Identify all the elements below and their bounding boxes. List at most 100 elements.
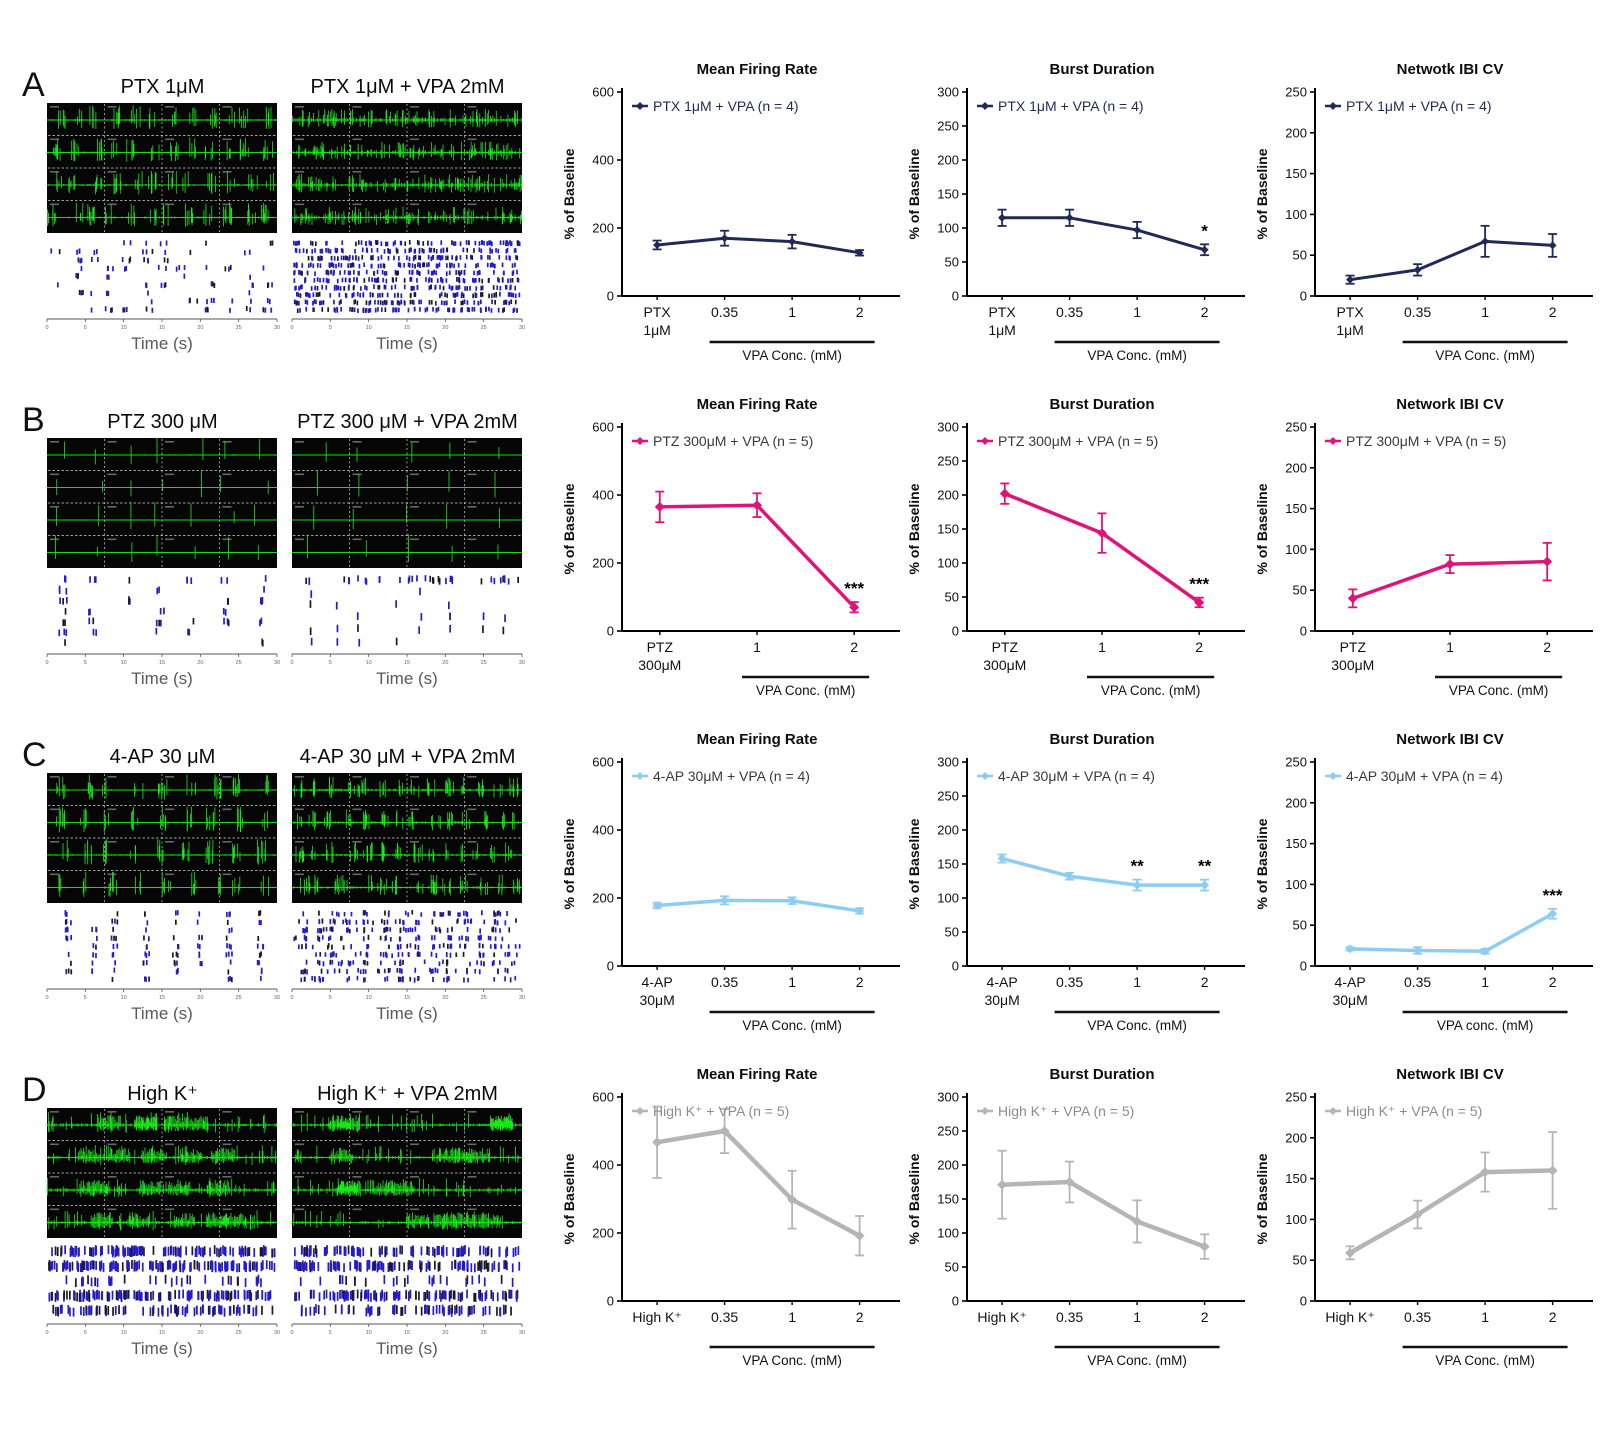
mea-trace-raster-plot: 0 5 10 15 20 25 30 Time (s) — [290, 103, 525, 355]
mea-panel-highk: High K⁺ 0 5 10 15 20 25 30 Time (s) — [45, 1081, 280, 1360]
time-tick-label: 15 — [159, 325, 165, 331]
time-tick-label: 10 — [366, 1330, 372, 1336]
spike-trace — [46, 470, 277, 498]
spike-trace — [46, 1210, 277, 1231]
x-axis-label: VPA conc. (mM) — [1437, 1018, 1534, 1033]
mea-trace-raster-plot: 0 5 10 15 20 25 30 Time (s) — [290, 773, 525, 1025]
y-axis-label: % of Baseline — [906, 1153, 922, 1244]
spike-trace — [291, 1113, 522, 1133]
spike-trace — [46, 137, 277, 162]
y-tick-label: 50 — [1293, 248, 1307, 263]
mea-trace-raster-plot: 0 5 10 15 20 25 30 Time (s) — [290, 1108, 525, 1360]
spike-trace — [291, 1145, 522, 1165]
mea-trace-raster-svg: 0 5 10 15 20 25 30 Time (s) — [45, 773, 280, 1023]
legend-marker — [636, 772, 644, 780]
data-point-marker — [1132, 880, 1142, 890]
legend-marker — [981, 772, 989, 780]
y-tick-label: 300 — [937, 85, 959, 100]
time-tick-label: 15 — [159, 1330, 165, 1336]
spike-trace — [291, 1210, 522, 1230]
legend-label: High K⁺ + VPA (n = 5) — [653, 1103, 789, 1119]
legend-label: PTZ 300μM + VPA (n = 5) — [1346, 433, 1506, 449]
y-tick-label: 50 — [1293, 918, 1307, 933]
y-tick-label: 600 — [592, 1090, 614, 1105]
time-tick-label: 0 — [290, 325, 293, 331]
mea-trace-raster-svg: 0 5 10 15 20 25 30 Time (s) — [45, 438, 280, 688]
time-tick-label: 15 — [159, 660, 165, 666]
data-point-marker — [1133, 226, 1142, 235]
chart-title: Mean Firing Rate — [697, 396, 818, 413]
chart-network-ibi-cv: Network IBI CV % of Baseline 0 50 100 150 200 2… — [1253, 728, 1598, 1046]
time-tick-label: 30 — [519, 1330, 525, 1336]
x-tick-label: High K⁺ — [632, 1309, 681, 1325]
x-tick-label: 1μM — [1336, 322, 1364, 338]
data-point-marker — [854, 1230, 865, 1241]
figure-row-d: D High K⁺ 0 5 10 15 20 25 30 Time (s) High K⁺ +… — [0, 1063, 1600, 1398]
chart-title: Netwotk IBI CV — [1397, 61, 1504, 78]
x-tick-label: 300μM — [1331, 657, 1374, 673]
data-series-line — [656, 236, 860, 255]
data-point-marker — [719, 1126, 730, 1136]
x-axis-label: VPA Conc. (mM) — [1087, 348, 1187, 363]
chart-title: Burst Duration — [1050, 731, 1155, 748]
spike-trace — [46, 170, 277, 195]
x-tick-label: PTZ — [992, 639, 1019, 655]
time-tick-label: 15 — [404, 660, 410, 666]
time-tick-label: 15 — [404, 995, 410, 1001]
legend-marker — [636, 1107, 644, 1115]
mea-trace-raster-plot: 0 5 10 15 20 25 30 Time (s) — [45, 438, 280, 690]
data-point-marker — [1346, 275, 1355, 284]
data-point-marker — [654, 501, 665, 512]
y-tick-label: 200 — [592, 556, 614, 571]
spike-trace — [291, 1178, 522, 1198]
legend-label: PTZ 300μM + VPA (n = 5) — [653, 433, 813, 449]
time-axis-label: Time (s) — [376, 1339, 438, 1358]
data-point-marker — [1547, 1165, 1558, 1176]
y-tick-label: 100 — [937, 891, 959, 906]
y-axis-label: % of Baseline — [1254, 818, 1270, 909]
legend-marker — [1329, 772, 1337, 780]
data-point-marker — [1481, 237, 1490, 246]
time-tick-label: 0 — [290, 660, 293, 666]
data-point-marker — [1200, 245, 1209, 254]
spike-trace — [291, 206, 522, 226]
spike-trace — [46, 839, 276, 865]
time-tick-label: 25 — [236, 660, 242, 666]
data-series-line — [1348, 1168, 1553, 1255]
time-tick-label: 20 — [197, 995, 203, 1001]
line-chart-svg: Network IBI CV % of Baseline 0 50 100 150 200 2… — [1254, 396, 1593, 698]
data-series-line — [1001, 856, 1205, 887]
data-point-marker — [997, 1179, 1008, 1190]
data-point-marker — [787, 1194, 798, 1205]
y-tick-label: 100 — [1285, 542, 1307, 557]
data-point-marker — [855, 906, 865, 916]
chart-mean-firing-rate: Mean Firing Rate % of Baseline 0 200 400 600 P… — [560, 58, 905, 376]
y-tick-label: 250 — [1285, 755, 1307, 770]
x-tick-label: PTZ — [647, 639, 674, 655]
y-tick-label: 50 — [945, 590, 959, 605]
x-tick-label: 2 — [1543, 639, 1551, 655]
spike-trace — [46, 774, 277, 800]
y-tick-label: 150 — [1285, 501, 1307, 516]
y-tick-label: 0 — [1300, 1294, 1307, 1309]
x-tick-label: 1 — [1098, 639, 1106, 655]
chart-mean-firing-rate: Mean Firing Rate % of Baseline 0 200 400 600 P… — [560, 393, 905, 711]
x-tick-label: 1 — [753, 639, 761, 655]
mea-panel-highk-vpa: High K⁺ + VPA 2mM 0 5 10 15 20 25 30 Time (s) — [290, 1081, 525, 1360]
data-point-marker — [652, 900, 662, 910]
time-axis-label: Time (s) — [131, 1004, 193, 1023]
x-tick-label: PTX — [988, 304, 1016, 320]
chart-title: Mean Firing Rate — [697, 61, 818, 78]
mea-trace-raster-plot: 0 5 10 15 20 25 30 Time (s) — [45, 773, 280, 1025]
legend-marker — [981, 437, 989, 445]
y-tick-label: 400 — [592, 488, 614, 503]
time-axis-label: Time (s) — [131, 334, 193, 353]
data-point-marker — [998, 213, 1007, 222]
y-tick-label: 400 — [592, 1158, 614, 1173]
mea-trace-raster-svg: 0 5 10 15 20 25 30 Time (s) — [290, 438, 525, 688]
line-chart-svg: Mean Firing Rate % of Baseline 0 200 400 600 P… — [561, 396, 900, 698]
legend-label: PTX 1μM + VPA (n = 4) — [1346, 98, 1492, 114]
x-tick-label: 0.35 — [1404, 974, 1431, 990]
time-tick-label: 25 — [481, 325, 487, 331]
x-tick-label: 1 — [788, 974, 796, 990]
